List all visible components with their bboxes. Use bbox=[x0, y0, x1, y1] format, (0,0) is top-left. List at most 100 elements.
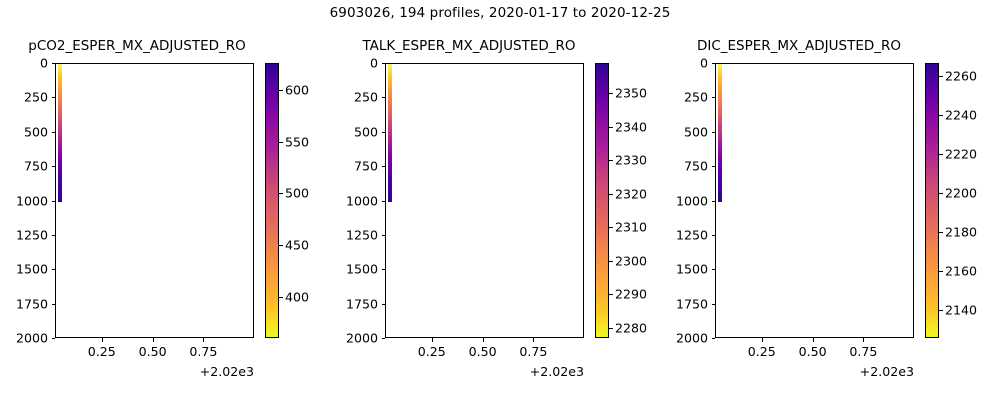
colorbar-label: 2240 bbox=[945, 107, 978, 122]
xaxis-offset-text: +2.02e3 bbox=[529, 364, 584, 379]
ytick-mark bbox=[51, 303, 55, 305]
ytick-label: 1000 bbox=[345, 193, 378, 208]
colorbar-label: 2260 bbox=[945, 68, 978, 83]
xtick-label: 0.50 bbox=[798, 344, 827, 359]
colorbar-label: 2280 bbox=[615, 320, 648, 335]
colorbar-tick bbox=[939, 192, 943, 194]
plot-area-dic[interactable] bbox=[715, 63, 914, 338]
ytick-mark bbox=[381, 200, 385, 202]
colorbar-tick bbox=[279, 245, 283, 247]
ytick-mark bbox=[51, 131, 55, 133]
ytick-mark bbox=[51, 166, 55, 168]
ytick-label: 1000 bbox=[675, 193, 708, 208]
ytick-mark bbox=[711, 234, 715, 236]
colorbar-label: 2340 bbox=[615, 119, 648, 134]
ytick-label: 500 bbox=[353, 124, 378, 140]
colorbar-label: 2200 bbox=[945, 185, 978, 200]
xtick-label: 0.25 bbox=[747, 344, 776, 359]
colorbar-label: 2330 bbox=[615, 152, 648, 168]
ytick-mark bbox=[51, 234, 55, 236]
colorbar-dic[interactable] bbox=[925, 63, 939, 338]
xtick-mark bbox=[203, 338, 205, 342]
ytick-label: 2000 bbox=[675, 330, 708, 346]
colorbar-label: 2160 bbox=[945, 263, 978, 278]
colorbar-label: 2310 bbox=[615, 219, 648, 235]
colorbar-label: 600 bbox=[285, 82, 310, 98]
ytick-mark bbox=[381, 97, 385, 99]
colorbar-label: 2290 bbox=[615, 286, 648, 302]
ytick-mark bbox=[51, 63, 55, 65]
colorbar-label: 400 bbox=[285, 289, 310, 305]
ytick-mark bbox=[381, 269, 385, 271]
ytick-mark bbox=[51, 338, 55, 340]
ytick-mark bbox=[51, 97, 55, 99]
xtick-mark bbox=[812, 338, 814, 342]
colorbar-label: 2320 bbox=[615, 186, 648, 201]
colorbar-tick bbox=[939, 309, 943, 311]
colorbar-label: 550 bbox=[285, 134, 310, 149]
colorbar-tick bbox=[939, 231, 943, 233]
xtick-label: 0.50 bbox=[468, 344, 497, 359]
xtick-mark bbox=[533, 338, 535, 342]
ytick-mark bbox=[381, 166, 385, 168]
panel-title-talk: TALK_ESPER_MX_ADJUSTED_RO bbox=[362, 38, 576, 54]
colorbar-tick bbox=[279, 297, 283, 299]
colorbar-label: 2350 bbox=[615, 85, 648, 101]
colorbar-label: 2140 bbox=[945, 302, 978, 317]
colorbar-label: 500 bbox=[285, 185, 310, 201]
xtick-mark bbox=[101, 338, 103, 342]
ytick-label: 1750 bbox=[675, 296, 708, 312]
ytick-mark bbox=[381, 63, 385, 65]
data-strip-dic bbox=[718, 64, 722, 202]
colorbar-label: 2180 bbox=[945, 224, 978, 239]
panel-title-dic: DIC_ESPER_MX_ADJUSTED_RO bbox=[696, 38, 902, 54]
xtick-label: 0.75 bbox=[189, 344, 218, 359]
ytick-label: 1500 bbox=[345, 261, 378, 277]
colorbar-label: 450 bbox=[285, 237, 310, 253]
colorbar-talk[interactable] bbox=[595, 63, 609, 338]
colorbar-tick bbox=[939, 75, 943, 77]
ytick-mark bbox=[381, 303, 385, 305]
ytick-label: 0 bbox=[699, 55, 708, 71]
colorbar-label: 2220 bbox=[945, 146, 978, 161]
xtick-mark bbox=[152, 338, 154, 342]
data-strip-talk bbox=[388, 64, 392, 202]
ytick-label: 750 bbox=[23, 158, 48, 174]
ytick-label: 1750 bbox=[345, 296, 378, 312]
ytick-label: 1500 bbox=[15, 261, 48, 277]
ytick-mark bbox=[381, 338, 385, 340]
ytick-label: 2000 bbox=[15, 330, 48, 346]
colorbar-pco2[interactable] bbox=[265, 63, 279, 338]
ytick-label: 500 bbox=[683, 124, 708, 140]
colorbar-tick bbox=[609, 227, 613, 229]
ytick-mark bbox=[51, 269, 55, 271]
ytick-label: 750 bbox=[353, 158, 378, 174]
xtick-label: 0.75 bbox=[519, 344, 548, 359]
ytick-label: 0 bbox=[369, 55, 378, 71]
ytick-label: 1750 bbox=[15, 296, 48, 312]
colorbar-tick bbox=[939, 270, 943, 272]
ytick-mark bbox=[711, 97, 715, 99]
xtick-mark bbox=[431, 338, 433, 342]
colorbar-tick bbox=[609, 126, 613, 128]
xaxis-offset-text: +2.02e3 bbox=[859, 364, 914, 379]
ytick-label: 1000 bbox=[15, 193, 48, 208]
colorbar-tick bbox=[279, 89, 283, 91]
colorbar-tick bbox=[279, 141, 283, 143]
plot-area-talk[interactable] bbox=[385, 63, 584, 338]
xtick-label: 0.75 bbox=[849, 344, 878, 359]
ytick-label: 250 bbox=[683, 89, 708, 105]
xtick-mark bbox=[863, 338, 865, 342]
ytick-mark bbox=[711, 338, 715, 340]
xtick-label: 0.50 bbox=[138, 344, 167, 359]
plot-area-pco2[interactable] bbox=[55, 63, 254, 338]
ytick-label: 1250 bbox=[675, 227, 708, 243]
ytick-mark bbox=[381, 234, 385, 236]
ytick-label: 0 bbox=[39, 55, 48, 71]
xtick-label: 0.25 bbox=[87, 344, 116, 359]
colorbar-tick bbox=[939, 153, 943, 155]
ytick-label: 1250 bbox=[15, 227, 48, 243]
figure-suptitle: 6903026, 194 profiles, 2020-01-17 to 202… bbox=[329, 5, 671, 21]
ytick-label: 750 bbox=[683, 158, 708, 174]
